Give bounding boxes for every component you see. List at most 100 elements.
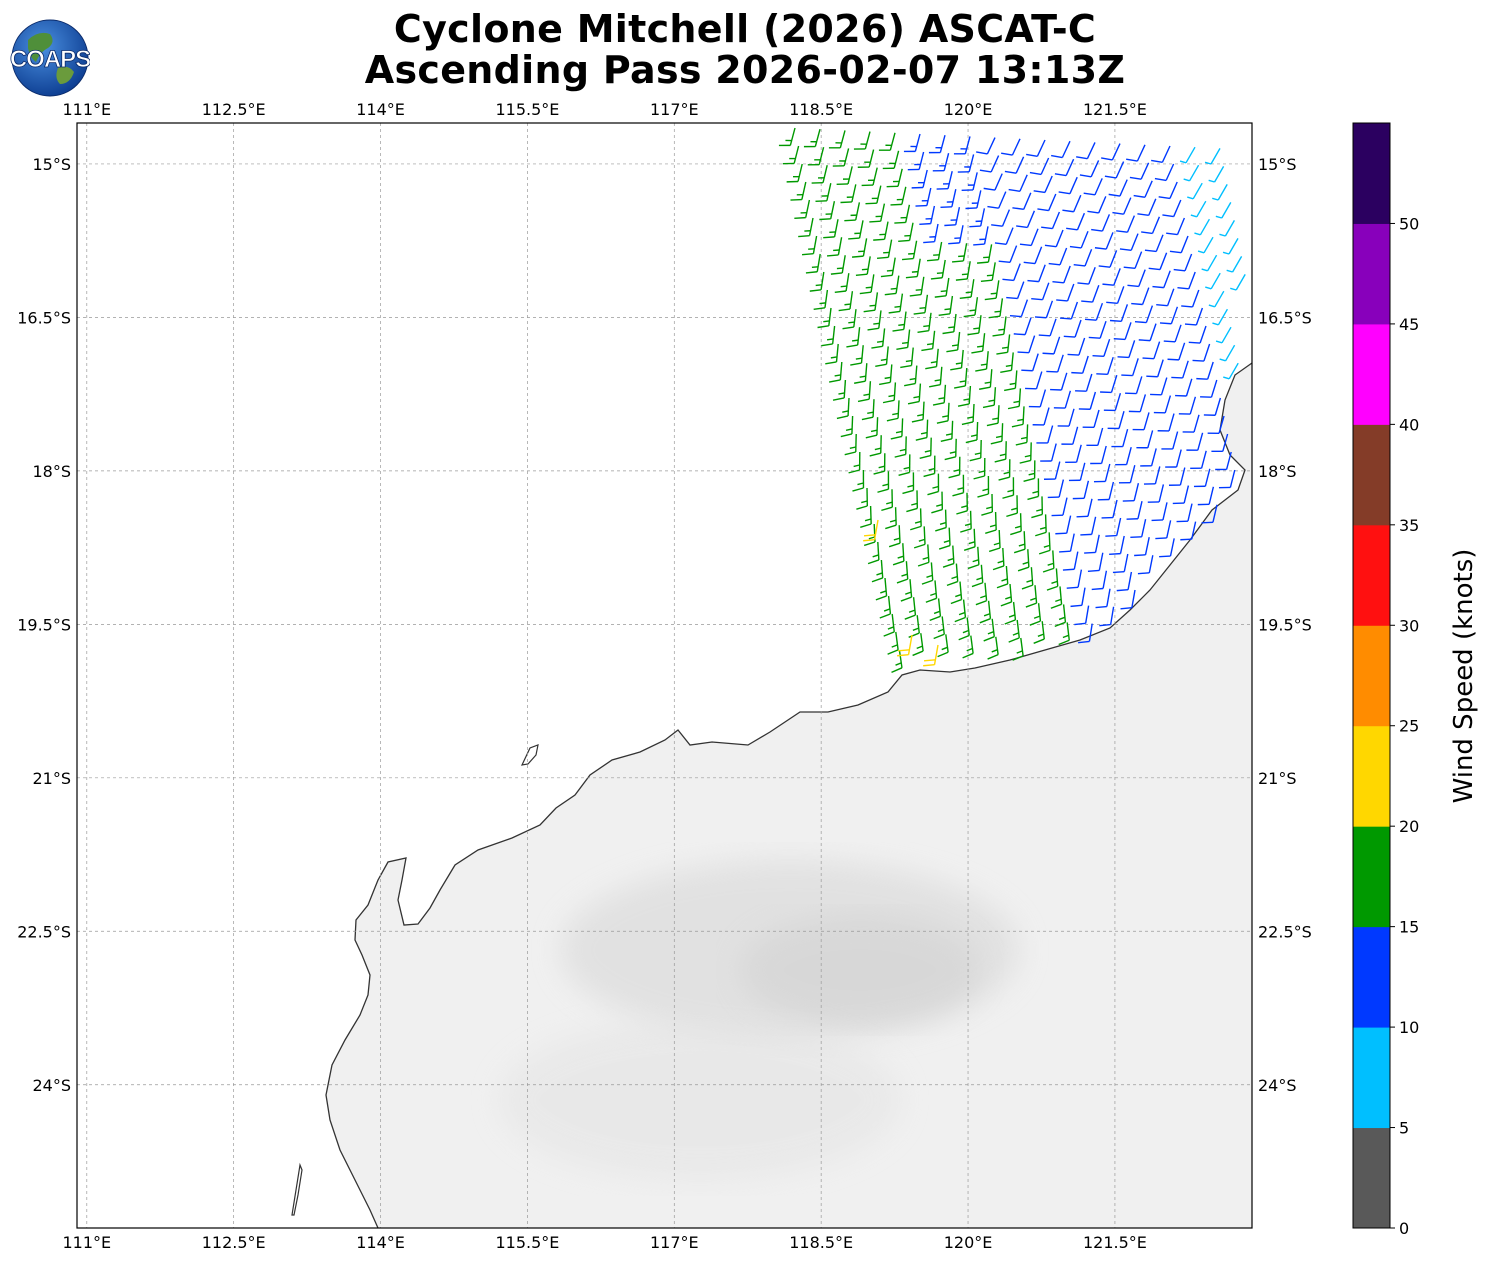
wind-barb xyxy=(971,333,986,354)
wind-barb xyxy=(848,451,861,474)
colorbar-tick-label: 0 xyxy=(1399,1219,1409,1238)
wind-barb xyxy=(1219,344,1236,362)
wind-barb xyxy=(861,167,878,187)
wind-barb xyxy=(1204,148,1221,165)
wind-barb xyxy=(1137,198,1157,217)
wind-barb xyxy=(967,315,982,336)
wind-barb xyxy=(976,244,993,264)
wind-barb xyxy=(967,546,980,570)
wind-barb xyxy=(1215,451,1232,471)
wind-barb xyxy=(1157,413,1175,432)
wind-barb xyxy=(846,327,861,348)
wind-barb xyxy=(1109,304,1129,323)
wind-barb xyxy=(860,505,872,529)
wind-barb xyxy=(921,330,936,352)
wind-barb xyxy=(1004,156,1025,174)
wind-barb xyxy=(1015,424,1029,446)
wind-barb xyxy=(1000,352,1014,373)
wind-barb xyxy=(917,312,932,333)
wind-barb xyxy=(1151,502,1168,522)
wind-barb xyxy=(1000,583,1013,607)
wind-barb xyxy=(1147,484,1165,503)
wind-barb xyxy=(998,245,1018,264)
wind-barb xyxy=(928,135,946,154)
wind-barb xyxy=(1129,162,1150,180)
wind-barb xyxy=(965,190,982,210)
wind-barb xyxy=(1172,485,1190,505)
wind-barb xyxy=(961,403,975,426)
wind-barb xyxy=(1181,289,1200,308)
lat-tick-label-right: 21°S xyxy=(1258,769,1297,788)
wind-barb xyxy=(1162,199,1182,218)
lat-tick-label-left: 15°S xyxy=(32,155,71,174)
wind-barb xyxy=(834,273,850,294)
wind-barb xyxy=(1215,326,1232,344)
wind-barb xyxy=(1211,433,1229,453)
wind-barb xyxy=(1116,215,1136,233)
wind-barb xyxy=(1190,200,1207,218)
wind-barb xyxy=(940,189,957,208)
wind-barb xyxy=(1152,270,1171,289)
wind-barb xyxy=(1205,272,1221,290)
wind-barb xyxy=(1186,432,1204,451)
wind-barb xyxy=(798,217,814,238)
wind-barb xyxy=(942,545,955,568)
wind-barb xyxy=(1017,335,1036,354)
wind-barb xyxy=(879,595,892,619)
wind-barb xyxy=(975,351,989,372)
wind-barb xyxy=(987,191,1007,209)
wind-barb xyxy=(980,262,996,283)
wind-barb xyxy=(1118,465,1136,484)
colorbar-segment xyxy=(1353,725,1390,827)
colorbar-tick-label: 50 xyxy=(1399,214,1419,233)
wind-barb xyxy=(959,279,975,300)
wind-barb xyxy=(1101,143,1121,161)
wind-barb xyxy=(1200,379,1218,398)
wind-barb xyxy=(944,207,961,227)
wind-barb xyxy=(992,547,1005,571)
wind-barb xyxy=(1115,447,1132,466)
wind-barb xyxy=(898,222,914,243)
wind-barb xyxy=(1107,411,1125,430)
wind-barb xyxy=(927,473,940,496)
wind-barb xyxy=(1148,252,1168,271)
wind-barb xyxy=(1057,408,1075,427)
wind-barb xyxy=(1194,218,1211,236)
lat-tick-label-right: 18°S xyxy=(1258,462,1297,481)
wind-barb xyxy=(1001,138,1021,156)
wind-barb xyxy=(852,469,865,492)
wind-barb xyxy=(994,227,1014,245)
wind-barb xyxy=(1047,479,1065,499)
wind-barb xyxy=(1179,146,1196,164)
wind-barb xyxy=(1218,469,1236,489)
wind-barb xyxy=(1074,605,1090,626)
lat-tick-label-left: 21°S xyxy=(32,769,71,788)
wind-barb xyxy=(1021,567,1034,590)
wind-barb xyxy=(944,438,957,461)
wind-barb xyxy=(905,258,921,279)
wind-barb xyxy=(865,417,879,439)
wind-barb xyxy=(848,220,864,240)
lon-tick-label-top: 112.5°E xyxy=(202,100,266,119)
wind-barb xyxy=(1201,504,1218,524)
wind-barb xyxy=(830,255,846,275)
wind-barb xyxy=(778,127,796,147)
colorbar-tick-label: 45 xyxy=(1399,315,1419,334)
wind-barb xyxy=(1108,179,1128,197)
wind-barb xyxy=(815,183,832,202)
wind-barb xyxy=(1013,317,1032,336)
wind-barb xyxy=(955,261,971,281)
wind-barb xyxy=(1159,306,1179,325)
wind-barb xyxy=(1031,496,1044,519)
wind-barb xyxy=(1134,537,1150,557)
wind-barb xyxy=(886,400,900,422)
wind-barb xyxy=(1058,176,1078,195)
wind-barb xyxy=(991,209,1011,227)
wind-barb xyxy=(873,221,889,241)
wind-barb xyxy=(826,237,843,257)
wind-barb xyxy=(888,525,901,548)
wind-barb xyxy=(932,153,950,172)
wind-barb xyxy=(1051,497,1068,517)
wind-barb xyxy=(1055,515,1072,535)
lon-tick-label-top: 117°E xyxy=(650,100,699,119)
